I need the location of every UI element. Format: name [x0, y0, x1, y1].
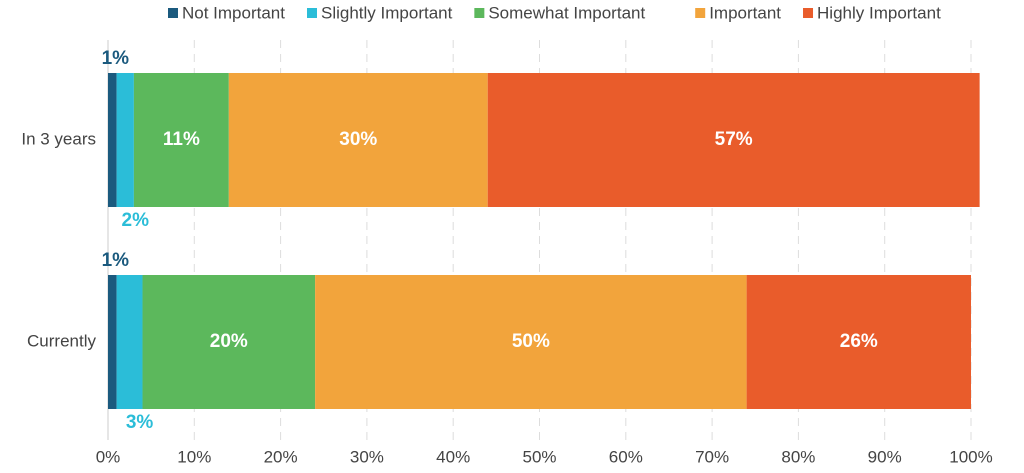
- bar-segment: [228, 73, 488, 207]
- legend-label: Highly Important: [817, 3, 941, 22]
- value-label: 1%: [102, 250, 130, 271]
- legend-swatch: [168, 8, 178, 18]
- x-tick-label: 70%: [695, 447, 729, 466]
- legend-label: Slightly Important: [321, 3, 453, 22]
- x-tick-label: 0%: [96, 447, 121, 466]
- x-tick-label: 80%: [781, 447, 815, 466]
- x-tick-label: 10%: [177, 447, 211, 466]
- bar-segment: [116, 275, 143, 409]
- bar-segment: [116, 73, 134, 207]
- legend-label: Not Important: [182, 3, 285, 22]
- y-tick-label: In 3 years: [21, 129, 96, 148]
- value-label: 50%: [512, 331, 550, 352]
- x-tick-label: 60%: [609, 447, 643, 466]
- legend-swatch: [695, 8, 706, 18]
- x-tick-label: 30%: [350, 447, 384, 466]
- value-label: 11%: [163, 129, 200, 150]
- legend-label: Somewhat Important: [488, 3, 645, 22]
- value-label: 30%: [339, 129, 377, 150]
- bar-segment: [746, 275, 971, 409]
- value-label: 57%: [715, 129, 753, 150]
- bar-segment: [108, 73, 117, 207]
- legend-swatch: [307, 8, 317, 18]
- x-tick-label: 100%: [949, 447, 992, 466]
- value-label: 2%: [122, 210, 150, 231]
- bar-segment: [133, 73, 229, 207]
- legend-swatch: [474, 8, 485, 18]
- legend-label: Important: [709, 3, 781, 22]
- value-label: 20%: [210, 331, 248, 352]
- bar-segment: [142, 275, 316, 409]
- value-label: 3%: [126, 412, 154, 433]
- bar-segment: [315, 275, 747, 409]
- y-tick-label: Currently: [27, 331, 96, 350]
- value-label: 1%: [102, 48, 130, 69]
- x-tick-label: 20%: [264, 447, 298, 466]
- legend-swatch: [803, 8, 814, 18]
- bar-segment: [108, 275, 117, 409]
- value-label: 26%: [840, 331, 878, 352]
- bar-segment: [487, 73, 980, 207]
- x-tick-label: 40%: [436, 447, 470, 466]
- x-tick-label: 90%: [868, 447, 902, 466]
- x-tick-label: 50%: [522, 447, 556, 466]
